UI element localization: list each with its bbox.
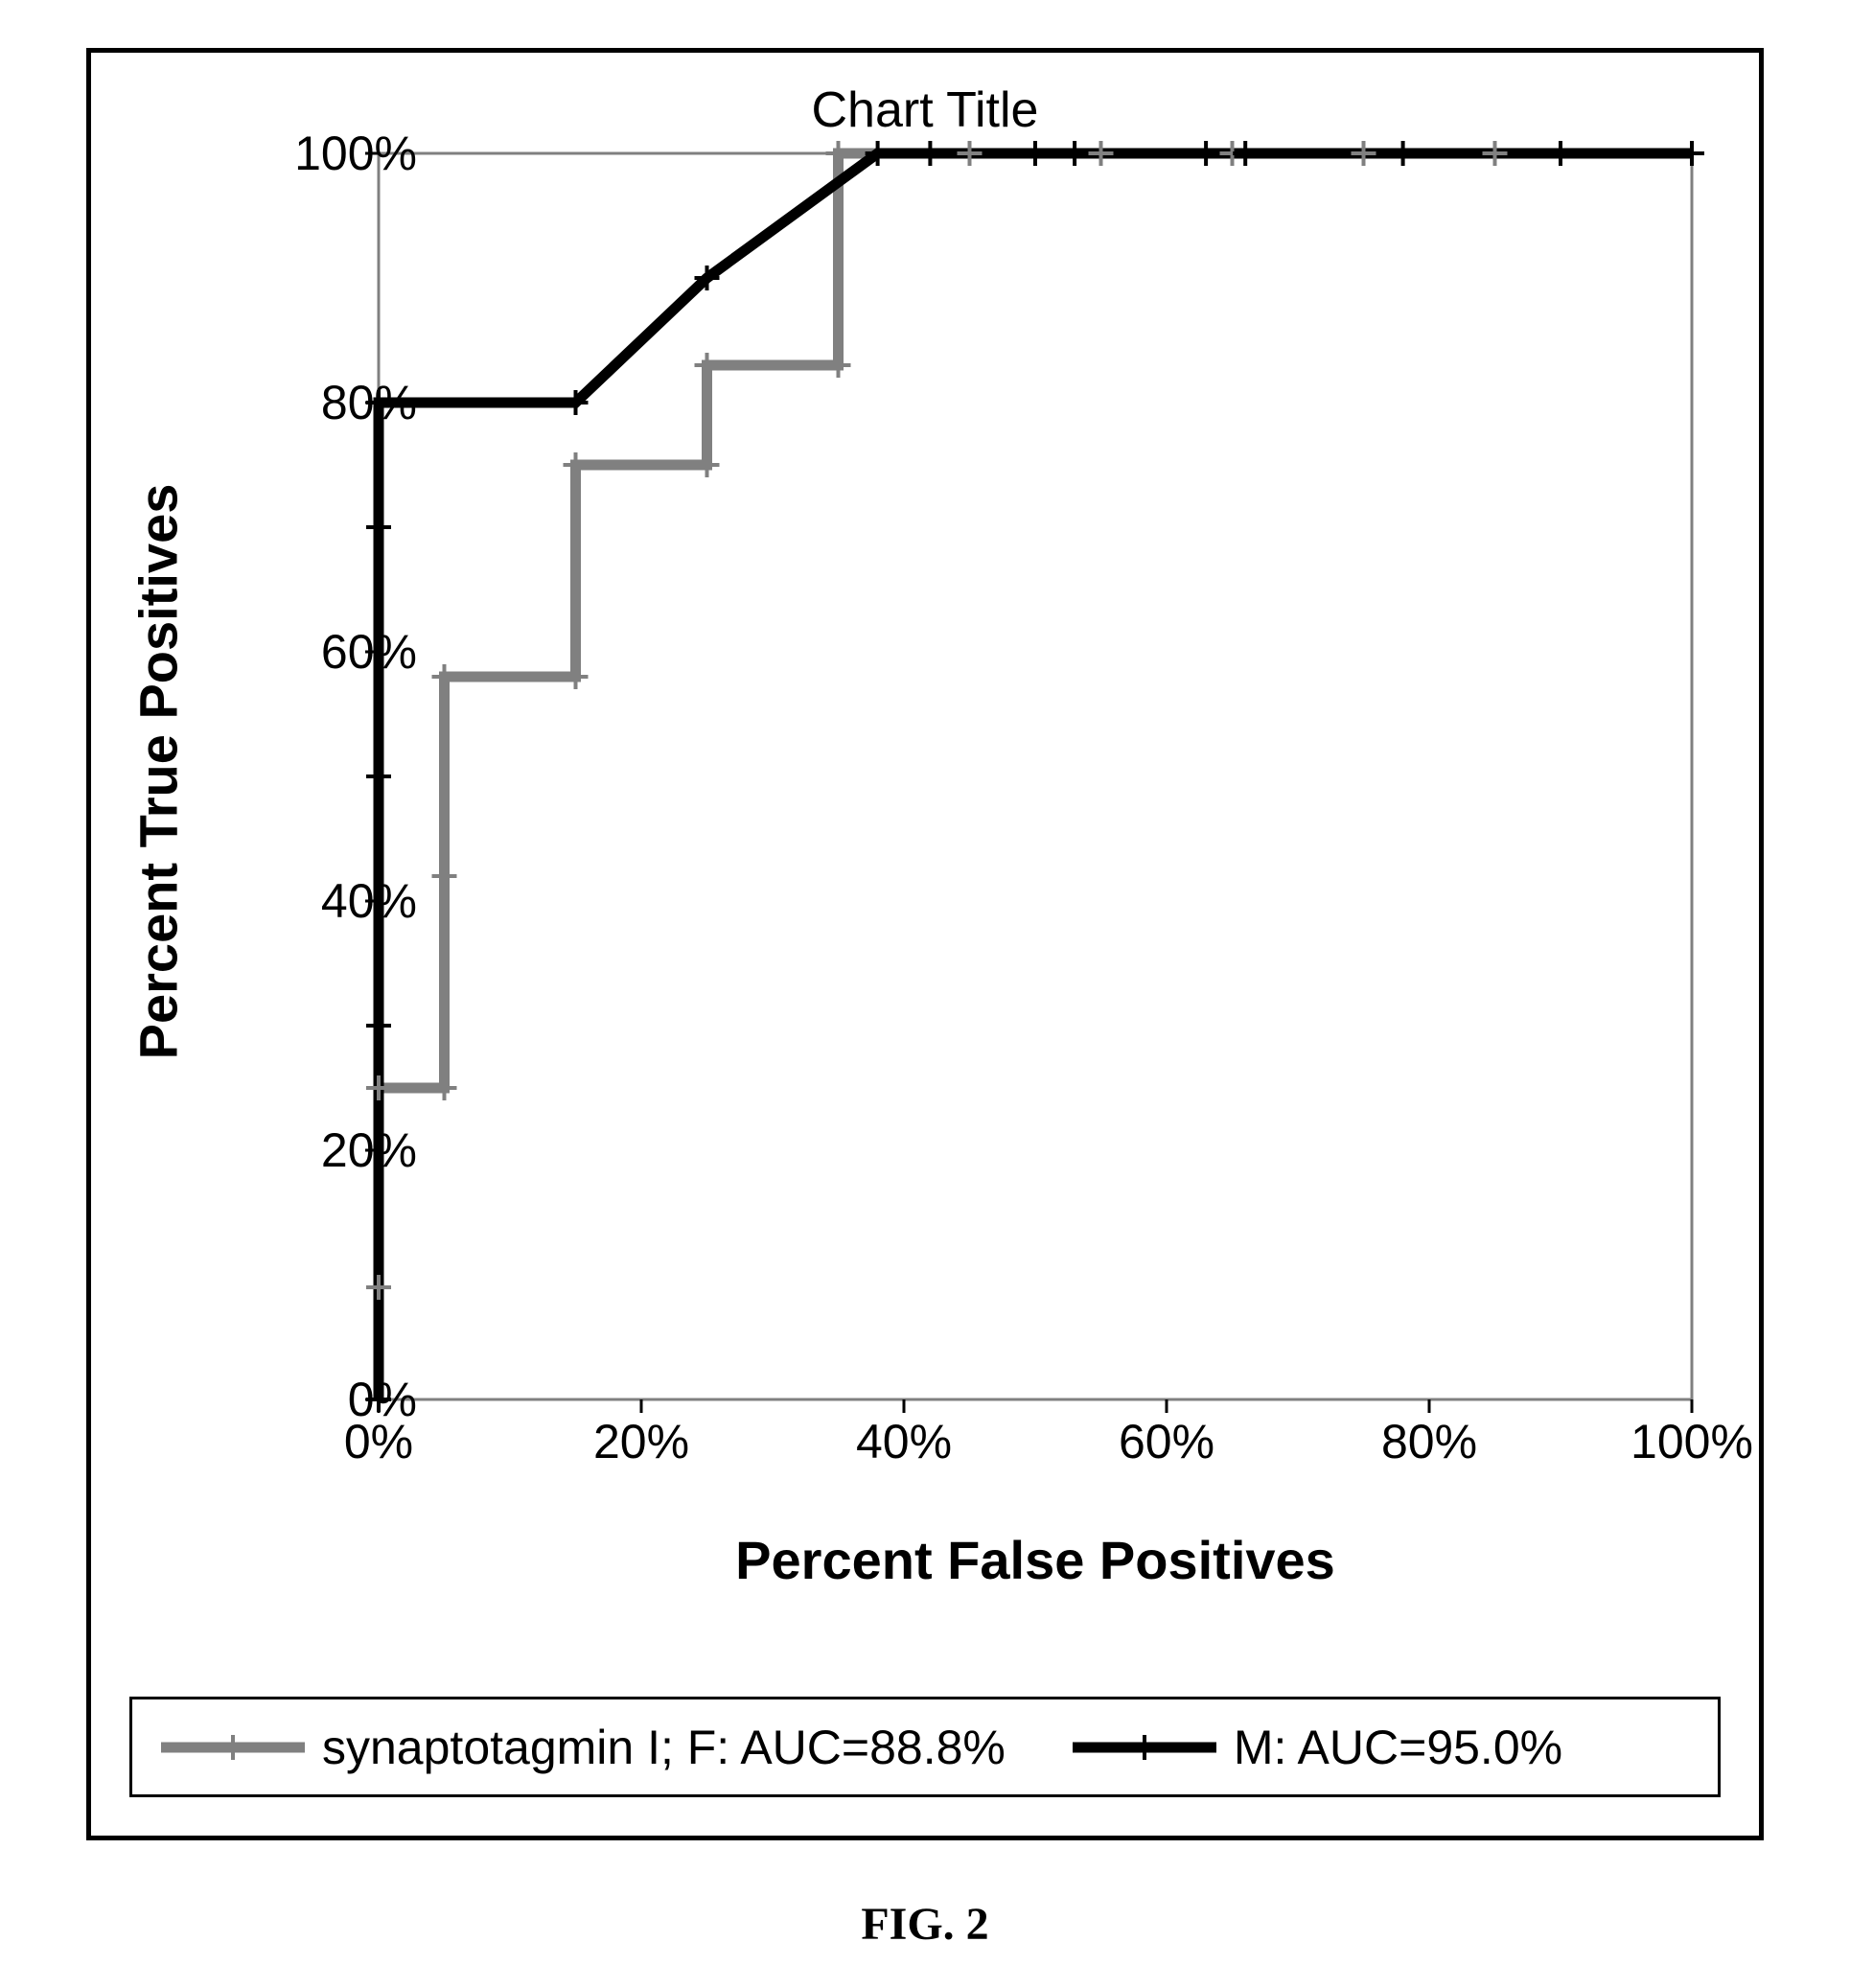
plot-svg (379, 153, 1692, 1399)
y-tick-label: 100% (294, 126, 417, 181)
x-axis-title: Percent False Positives (735, 1529, 1335, 1591)
x-tick-label: 100% (1630, 1414, 1753, 1469)
x-tick-label: 20% (593, 1414, 689, 1469)
page-root: Chart Title Percent True Positives Perce… (0, 0, 1850, 1988)
y-tick-label: 60% (321, 624, 417, 680)
legend-swatch-series-f (161, 1719, 305, 1776)
figure-caption: FIG. 2 (0, 1898, 1850, 1951)
plot-area (379, 153, 1692, 1399)
x-tick-label: 40% (856, 1414, 952, 1469)
x-tick-label: 60% (1119, 1414, 1214, 1469)
legend-label-series-f: synaptotagmin I; F: AUC=88.8% (322, 1720, 1006, 1775)
legend-swatch-series-m (1073, 1719, 1216, 1776)
legend-label-series-m: M: AUC=95.0% (1234, 1720, 1562, 1775)
figure-panel: Chart Title Percent True Positives Perce… (86, 48, 1764, 1840)
x-tick-label: 80% (1381, 1414, 1477, 1469)
legend-item-series-f: synaptotagmin I; F: AUC=88.8% (161, 1719, 1006, 1776)
legend: synaptotagmin I; F: AUC=88.8% M: AUC=95.… (129, 1697, 1721, 1797)
legend-item-series-m: M: AUC=95.0% (1073, 1719, 1562, 1776)
x-tick-label: 0% (344, 1414, 413, 1469)
y-tick-label: 80% (321, 375, 417, 430)
y-axis-title: Percent True Positives (127, 484, 190, 1060)
y-tick-label: 40% (321, 873, 417, 929)
y-tick-label: 20% (321, 1122, 417, 1178)
